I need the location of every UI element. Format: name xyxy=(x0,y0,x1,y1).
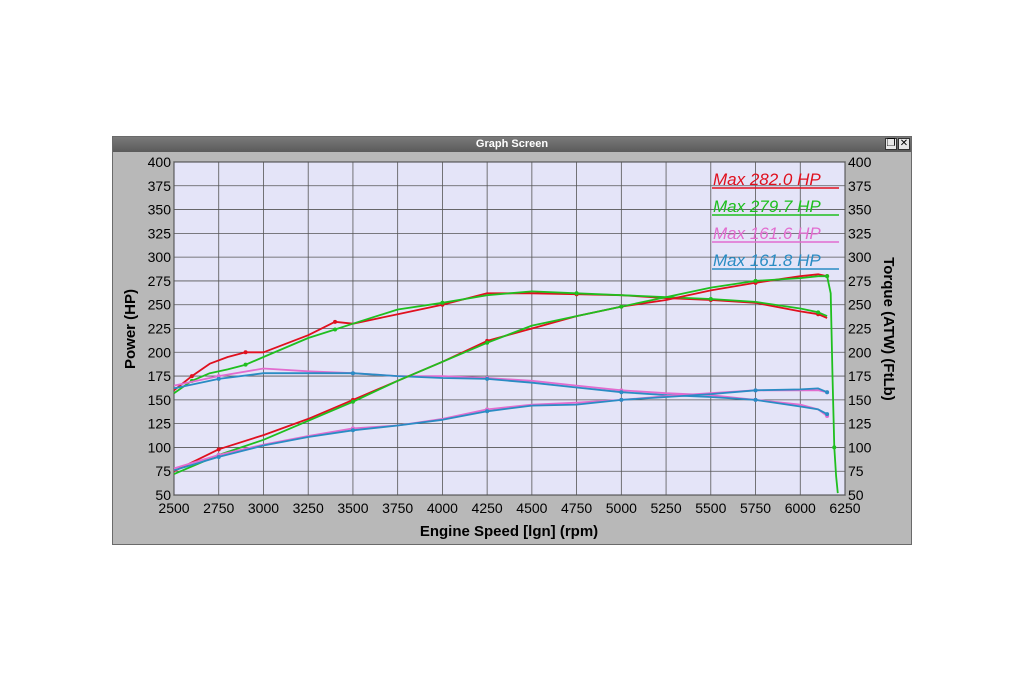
legend: Max 282.0 HP Max 279.7 HP Max 161.6 HP Max … xyxy=(712,170,839,270)
series-point xyxy=(216,447,221,452)
series-point xyxy=(753,397,758,402)
window-title: Graph Screen xyxy=(475,138,549,150)
series-point xyxy=(485,409,490,414)
series-point xyxy=(825,390,830,395)
series-point xyxy=(619,397,624,402)
y-right-tick-label: 250 xyxy=(848,297,872,313)
y-left-tick-label: 275 xyxy=(148,273,172,289)
series-point xyxy=(753,388,758,393)
x-tick-label: 5750 xyxy=(740,500,771,516)
y-left-tick-label: 175 xyxy=(148,368,172,384)
x-tick-label: 2500 xyxy=(158,500,189,516)
legend-entry-2: Max 161.6 HP xyxy=(713,224,821,243)
y-axis-left-label: Power (HP) xyxy=(122,289,139,369)
series-point xyxy=(485,340,490,345)
x-tick-label: 3500 xyxy=(337,500,368,516)
x-tick-label: 4000 xyxy=(427,500,458,516)
y-left-tick-label: 125 xyxy=(148,416,172,432)
y-left-tick-label: 225 xyxy=(148,321,172,337)
series-point xyxy=(243,362,248,367)
series-line-5 xyxy=(173,275,839,494)
series-point xyxy=(816,310,821,315)
series-point xyxy=(574,291,579,296)
y-right-tick-label: 325 xyxy=(848,225,872,241)
y-left-tick-label: 350 xyxy=(148,202,172,218)
x-tick-label: 4750 xyxy=(561,500,592,516)
y-right-tick-label: 100 xyxy=(848,439,872,455)
y-right-tick-label: 50 xyxy=(848,487,864,503)
series-point xyxy=(753,278,758,283)
x-tick-label: 5000 xyxy=(606,500,637,516)
x-tick-label: 6250 xyxy=(829,500,860,516)
y-axis-right-label: Torque (ATW) (FtLb) xyxy=(880,257,897,401)
series-point xyxy=(825,412,830,417)
y-left-tick-label: 50 xyxy=(155,487,171,503)
close-button[interactable]: ✕ xyxy=(898,138,910,150)
y-left-tick-labels: 400 375 350 325 300 275 250 225 200 175 150 125 100 7… xyxy=(148,154,172,503)
y-left-tick-label: 300 xyxy=(148,249,172,265)
y-left-tick-label: 100 xyxy=(148,439,172,455)
series-point xyxy=(619,304,624,309)
y-right-tick-label: 150 xyxy=(848,392,872,408)
series-line-7 xyxy=(173,387,828,472)
y-right-tick-label: 75 xyxy=(848,463,864,479)
x-tick-label: 5500 xyxy=(695,500,726,516)
series-point xyxy=(243,350,248,355)
x-tick-label: 3250 xyxy=(293,500,324,516)
series-point xyxy=(216,374,221,379)
series-point xyxy=(832,445,837,450)
y-right-tick-label: 350 xyxy=(848,202,872,218)
window-titlebar[interactable]: Graph Screen ❐ ✕ xyxy=(113,137,911,152)
restore-button[interactable]: ❐ xyxy=(885,138,897,150)
y-right-tick-label: 200 xyxy=(848,344,872,360)
series-point xyxy=(440,300,445,305)
series-point xyxy=(619,390,624,395)
close-icon: ✕ xyxy=(899,138,909,149)
x-tick-label: 6000 xyxy=(785,500,816,516)
x-tick-label: 4500 xyxy=(516,500,547,516)
series-point xyxy=(825,274,830,279)
y-left-tick-label: 150 xyxy=(148,392,172,408)
x-tick-labels: 2500 2750 3000 3250 3500 3750 4000 4250 4500 4750… xyxy=(158,500,860,516)
series-point xyxy=(333,319,338,324)
dyno-chart: 2500 2750 3000 3250 3500 3750 4000 4250 4500 4750… xyxy=(122,154,897,540)
x-tick-label: 3000 xyxy=(248,500,279,516)
legend-entry-0: Max 282.0 HP xyxy=(713,170,821,189)
y-left-tick-label: 75 xyxy=(155,463,171,479)
y-right-tick-label: 225 xyxy=(848,321,872,337)
y-left-tick-label: 375 xyxy=(148,178,172,194)
series-point xyxy=(216,376,221,381)
x-axis-label: Engine Speed [lgn] (rpm) xyxy=(420,523,598,540)
y-right-tick-label: 125 xyxy=(848,416,872,432)
y-left-tick-label: 250 xyxy=(148,297,172,313)
y-right-tick-label: 275 xyxy=(848,273,872,289)
series-point xyxy=(216,454,221,459)
legend-entry-1: Max 279.7 HP xyxy=(713,197,821,216)
y-left-tick-label: 325 xyxy=(148,225,172,241)
y-right-tick-label: 400 xyxy=(848,154,872,170)
x-tick-label: 4250 xyxy=(472,500,503,516)
y-right-tick-labels: 400 375 350 325 300 275 250 225 200 175 150 125 100 7… xyxy=(848,154,872,503)
series-point xyxy=(708,297,713,302)
legend-entry-3: Max 161.8 HP xyxy=(713,251,821,270)
y-right-tick-label: 300 xyxy=(848,249,872,265)
series-point xyxy=(350,399,355,404)
graph-window: Graph Screen ❐ ✕ 2500 2750 3000 3250 3500 375… xyxy=(112,136,912,545)
x-tick-label: 5250 xyxy=(650,500,681,516)
series-point xyxy=(350,428,355,433)
series-point xyxy=(350,371,355,376)
grid-lines xyxy=(173,161,846,496)
restore-icon: ❐ xyxy=(886,138,896,149)
series-point xyxy=(333,327,338,332)
x-tick-label: 3750 xyxy=(382,500,413,516)
x-tick-label: 2750 xyxy=(203,500,234,516)
y-right-tick-label: 175 xyxy=(848,368,872,384)
series-layer xyxy=(173,273,839,494)
series-point xyxy=(485,376,490,381)
y-left-tick-label: 400 xyxy=(148,154,172,170)
series-point xyxy=(189,374,194,379)
series-line-3 xyxy=(173,372,828,415)
y-right-tick-label: 375 xyxy=(848,178,872,194)
y-left-tick-label: 200 xyxy=(148,344,172,360)
